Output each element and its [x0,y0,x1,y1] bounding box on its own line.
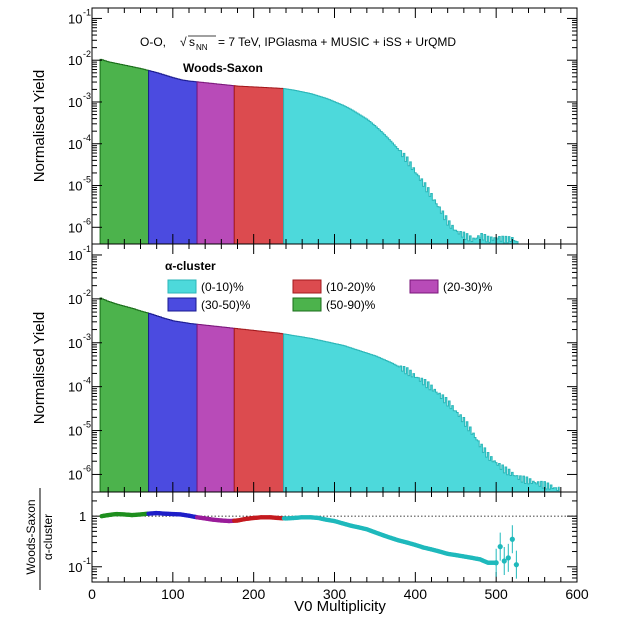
ratio-point [501,558,507,564]
bin-area-20to30 [196,323,235,493]
alpha-cluster-title: α-cluster [165,259,216,273]
ratio-point [493,560,499,566]
ratio-y-label-denominator: α-cluster [41,514,55,560]
legend-swatch [167,297,197,312]
legend-swatch [292,279,322,294]
woods-saxon-title: Woods-Saxon [183,61,263,75]
y-tick-exponent: -4 [83,376,91,386]
bin-area-50to90 [99,58,150,245]
bin-area-50to90 [99,297,150,493]
y-tick-label: 10 [68,292,82,307]
y-tick-label: 10 [68,11,82,26]
y-tick-exponent: -6 [83,216,91,226]
bin-area-0to10 [283,333,560,493]
legend-label: (0-10)% [201,280,244,294]
panel-alpha-cluster-x-ticks [91,244,578,492]
y-tick-label: 10 [68,179,82,194]
y-tick-label: 10 [68,424,82,439]
y-tick-exponent: -1 [83,7,91,17]
y-tick-label: 10 [68,380,82,395]
legend-label: (20-30)% [443,280,493,294]
x-tick-label: 300 [323,586,347,602]
y-tick-label: 10 [68,336,82,351]
ratio-point [505,555,511,561]
bin-area-0to10 [283,88,519,245]
panel-woods-saxon-y-ticks: 10-610-510-410-310-210-1 [68,7,577,235]
bin-area-30to50 [148,312,198,493]
panel-ratio: 10 -1 1 0 100 200 300 400 500 600 Woods-Saxon α-… [24,488,589,615]
y-tick-label: 10 [68,220,82,235]
legend-swatch [409,279,439,294]
y-tick-exponent: -1 [83,556,91,566]
ratio-point [513,562,519,568]
y-tick-label: 10 [68,560,82,575]
energy-label: = 7 TeV, IPGlasma + MUSIC + iSS + UrQMD [218,35,456,49]
y-tick-exponent: -3 [83,332,91,342]
x-tick-label: 400 [404,586,428,602]
y-tick-label: 10 [68,467,82,482]
y-axis-label-top: Normalised Yield [31,70,48,183]
y-tick-label: 10 [68,53,82,68]
y-tick-exponent: -2 [83,49,91,59]
energy-sqrt-symbol: √ [180,35,187,49]
ratio-points [99,510,519,579]
y-tick-exponent: -5 [83,175,91,185]
legend-label: (30-50)% [201,298,251,312]
y-axis-label-middle: Normalised Yield [31,312,48,425]
bin-area-20to30 [196,81,235,245]
y-tick-exponent: -5 [83,420,91,430]
ratio-y-label-numerator: Woods-Saxon [24,499,38,574]
panel-woods-saxon-fills [99,58,519,245]
legend-swatch [292,297,322,312]
x-tick-label: 500 [484,586,508,602]
x-tick-label: 200 [242,586,266,602]
panel-alpha-cluster-y-ticks: 10-610-510-410-310-210-1 [68,244,577,482]
energy-s-symbol: s [189,35,195,49]
panel-alpha-cluster-fills [99,297,560,493]
x-tick-label: 100 [161,586,185,602]
x-tick-label: 600 [565,586,589,602]
ratio-point [497,544,503,550]
panel-ratio-x-ticks: 0 100 200 300 400 500 600 [88,492,589,602]
legend-label: (10-20)% [326,280,376,294]
y-tick-exponent: -6 [83,463,91,473]
legend: (0-10)% (10-20)% (20-30)% (30-50)% (50-90)% [167,279,493,312]
x-axis-label: V0 Multiplicity [294,598,386,615]
bin-area-10to20 [233,85,285,245]
y-tick-exponent: -3 [83,91,91,101]
energy-nn-subscript: NN [196,43,208,52]
y-tick-label: 10 [68,137,82,152]
system-label: O-O, [140,35,166,49]
y-tick-exponent: -1 [83,244,91,254]
panel-alpha-cluster: 10-610-510-410-310-210-1 α-cluster (0-10… [31,243,578,493]
panel-woods-saxon: 10-610-510-410-310-210-1 O-O, √ s NN = 7… [31,7,578,245]
y-tick-label: 1 [79,509,86,524]
y-tick-exponent: -4 [83,133,91,143]
y-tick-label: 10 [68,95,82,110]
y-tick-exponent: -2 [83,288,91,298]
bin-area-10to20 [233,327,285,493]
legend-swatch [167,279,197,294]
panel-woods-saxon-x-ticks [91,8,578,244]
legend-label: (50-90)% [326,298,376,312]
y-tick-label: 10 [68,248,82,263]
panel-ratio-y-ticks: 10 -1 1 [68,491,577,579]
x-tick-label: 0 [88,586,96,602]
ratio-point [509,536,515,542]
bin-area-30to50 [148,70,198,245]
